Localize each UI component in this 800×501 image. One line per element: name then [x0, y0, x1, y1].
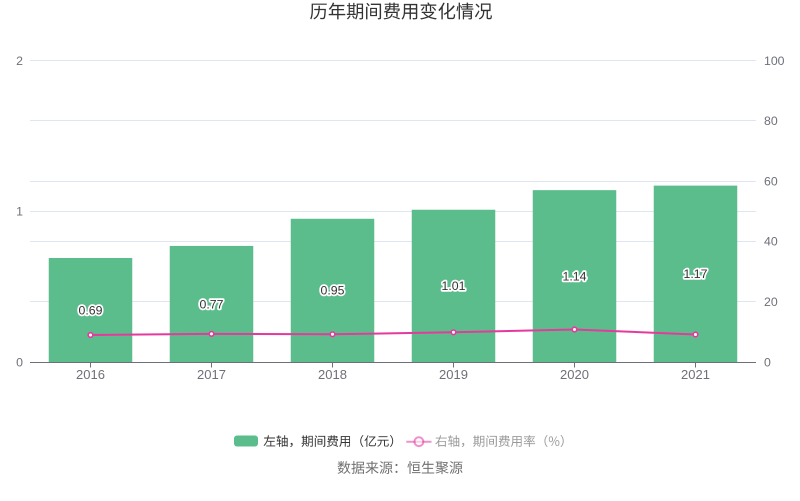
svg-text:20: 20	[764, 295, 778, 309]
svg-text:2019: 2019	[439, 367, 468, 382]
svg-text:1.17: 1.17	[684, 267, 708, 281]
svg-text:2021: 2021	[681, 367, 710, 382]
svg-text:2017: 2017	[197, 367, 226, 382]
svg-text:1.14: 1.14	[563, 269, 587, 283]
svg-text:0.95: 0.95	[321, 284, 345, 298]
svg-text:2: 2	[16, 54, 23, 68]
svg-text:0.69: 0.69	[79, 303, 103, 317]
svg-text:1.01: 1.01	[442, 279, 466, 293]
svg-text:2018: 2018	[318, 367, 347, 382]
svg-text:100: 100	[764, 54, 785, 68]
svg-text:60: 60	[764, 174, 778, 188]
svg-text:2016: 2016	[76, 367, 105, 382]
svg-text:1: 1	[16, 205, 23, 219]
svg-text:0: 0	[764, 355, 771, 369]
svg-text:40: 40	[764, 235, 778, 249]
svg-text:0: 0	[16, 355, 23, 369]
svg-text:0.77: 0.77	[200, 297, 224, 311]
svg-text:80: 80	[764, 114, 778, 128]
svg-text:2020: 2020	[560, 367, 589, 382]
